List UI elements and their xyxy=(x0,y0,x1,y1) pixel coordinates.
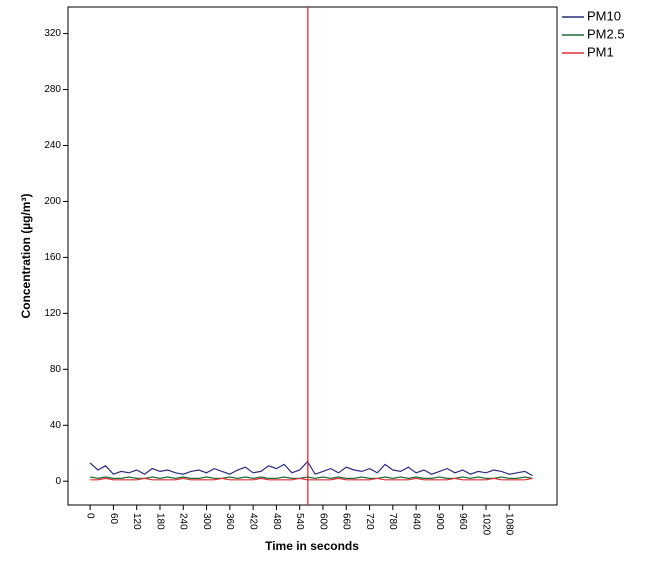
y-tick-label: 200 xyxy=(44,196,61,207)
x-tick-label: 540 xyxy=(294,513,305,530)
x-tick-label: 300 xyxy=(201,513,212,530)
x-tick-label: 480 xyxy=(271,513,282,530)
x-tick-label: 720 xyxy=(364,513,375,530)
data-line xyxy=(90,477,533,481)
x-tick-label: 60 xyxy=(108,513,119,525)
y-tick-label: 40 xyxy=(50,420,62,431)
y-tick-label: 320 xyxy=(44,28,61,39)
x-tick-label: 900 xyxy=(434,513,445,530)
x-tick-label: 120 xyxy=(131,513,142,530)
x-tick-label: 840 xyxy=(410,513,421,530)
x-tick-label: 360 xyxy=(224,513,235,530)
x-tick-label: 420 xyxy=(247,513,258,530)
x-tick-label: 660 xyxy=(341,513,352,530)
y-tick-label: 280 xyxy=(44,84,61,95)
y-tick-label: 160 xyxy=(44,252,61,263)
x-tick-label: 1020 xyxy=(480,513,491,536)
legend-label: PM10 xyxy=(587,8,621,23)
y-tick-label: 120 xyxy=(44,308,61,319)
legend-label: PM1 xyxy=(587,44,614,59)
x-tick-label: 0 xyxy=(84,513,95,519)
x-tick-label: 960 xyxy=(457,513,468,530)
x-tick-label: 240 xyxy=(178,513,189,530)
legend-label: PM2.5 xyxy=(587,26,625,41)
y-tick-label: 0 xyxy=(55,476,61,487)
data-line xyxy=(89,476,533,480)
y-axis-label: Concentration (µg/m³) xyxy=(19,194,33,319)
x-tick-label: 600 xyxy=(317,513,328,530)
plot-frame xyxy=(67,6,558,506)
x-tick-label: 780 xyxy=(387,513,398,530)
x-tick-label: 1080 xyxy=(504,513,515,536)
x-tick-label: 180 xyxy=(154,513,165,530)
x-axis-label: Time in seconds xyxy=(265,539,359,553)
data-line xyxy=(89,460,533,477)
y-tick-label: 80 xyxy=(50,364,62,375)
y-tick-label: 240 xyxy=(44,140,61,151)
